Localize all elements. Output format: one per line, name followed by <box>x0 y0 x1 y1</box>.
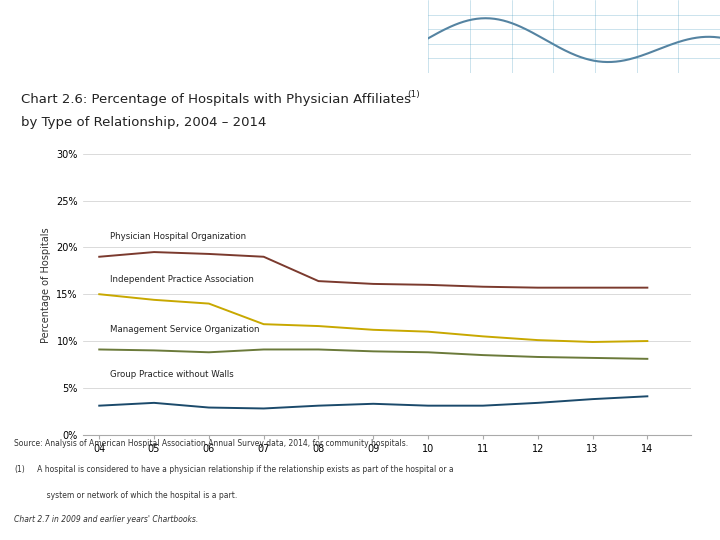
Text: Group Practice without Walls: Group Practice without Walls <box>110 370 234 380</box>
Text: system or network of which the hospital is a part.: system or network of which the hospital … <box>30 491 238 501</box>
Text: by Type of Relationship, 2004 – 2014: by Type of Relationship, 2004 – 2014 <box>22 116 266 129</box>
Text: (1): (1) <box>407 90 420 99</box>
Text: TRENDWATCH CHARTBOOK 2016: TRENDWATCH CHARTBOOK 2016 <box>13 17 150 26</box>
Text: Physician Hospital Organization: Physician Hospital Organization <box>110 232 246 241</box>
Text: A hospital is considered to have a physician relationship if the relationship ex: A hospital is considered to have a physi… <box>30 465 454 474</box>
Y-axis label: Percentage of Hospitals: Percentage of Hospitals <box>41 227 50 343</box>
Text: Independent Practice Association: Independent Practice Association <box>110 275 254 284</box>
Text: Chart 2.7 in 2009 and earlier years' Chartbooks.: Chart 2.7 in 2009 and earlier years' Cha… <box>14 515 199 524</box>
Text: Management Service Organization: Management Service Organization <box>110 326 260 334</box>
Text: Organizational Trends: Organizational Trends <box>13 48 130 57</box>
Text: Source: Analysis of American Hospital Association Annual Survey data, 2014, for : Source: Analysis of American Hospital As… <box>14 440 408 448</box>
Text: (1): (1) <box>14 465 25 474</box>
Text: Chart 2.6: Percentage of Hospitals with Physician Affiliates: Chart 2.6: Percentage of Hospitals with … <box>22 93 411 106</box>
